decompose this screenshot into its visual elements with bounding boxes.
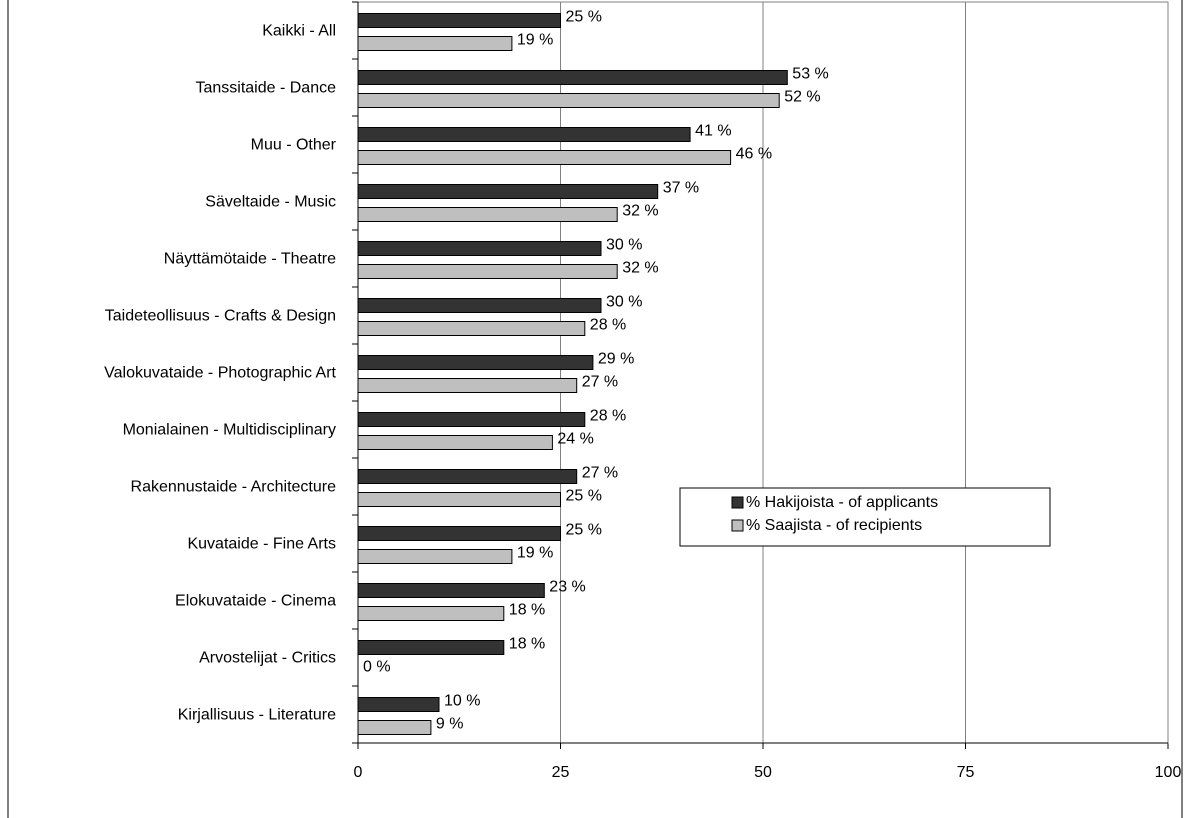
value-label: 25 % [566,9,602,26]
bar [357,36,513,51]
y-tick-label: Valokuvataide - Photographic Art [104,365,336,382]
bar [357,264,618,279]
bar [357,355,594,370]
bar [357,697,440,712]
value-label: 10 % [444,693,480,710]
value-label: 24 % [557,431,593,448]
bar [357,469,578,484]
legend-swatch [731,519,744,532]
bar [357,184,659,199]
legend-label: % Hakijoista - of applicants [746,494,938,511]
value-label: 25 % [566,522,602,539]
value-label: 19 % [517,32,553,49]
x-tick-label: 50 [754,764,772,781]
bar [357,583,545,598]
bar [357,321,586,336]
y-tick-label: Kuvataide - Fine Arts [187,536,336,553]
bar [357,378,578,393]
y-tick-label: Tanssitaide - Dance [195,80,336,97]
y-tick-label: Säveltaide - Music [205,194,336,211]
bar [357,127,691,142]
value-label: 52 % [784,89,820,106]
legend-label: % Saajista - of recipients [746,517,922,534]
bar [357,435,553,450]
bar [357,207,618,222]
y-tick-label: Kirjallisuus - Literature [178,707,336,724]
y-tick-label: Rakennustaide - Architecture [131,479,337,496]
x-tick-label: 75 [957,764,975,781]
y-tick-label: Elokuvataide - Cinema [175,593,336,610]
bar [357,241,602,256]
bar [357,720,432,735]
value-label: 30 % [606,237,642,254]
bar [357,549,513,564]
value-label: 37 % [663,180,699,197]
value-label: 28 % [590,317,626,334]
value-label: 46 % [736,146,772,163]
bar [357,70,788,85]
y-tick-label: Kaikki - All [262,23,336,40]
y-tick-label: Taideteollisuus - Crafts & Design [105,308,336,325]
value-label: 53 % [792,66,828,83]
value-label: 41 % [695,123,731,140]
value-label: 19 % [517,545,553,562]
bar [357,412,586,427]
value-label: 30 % [606,294,642,311]
value-label: 18 % [509,636,545,653]
value-label: 23 % [549,579,585,596]
x-tick-label: 100 [1155,764,1182,781]
value-label: 29 % [598,351,634,368]
x-tick-label: 0 [354,764,363,781]
y-tick-label: Monialainen - Multidisciplinary [123,422,336,439]
bar [357,298,602,313]
x-tick-label: 25 [552,764,570,781]
bar [357,13,561,28]
value-label: 9 % [436,716,464,733]
bar [357,93,780,108]
value-label: 27 % [582,465,618,482]
y-tick-label: Muu - Other [251,137,337,154]
bar [357,640,505,655]
value-label: 0 % [363,659,391,676]
legend-swatch [731,496,744,509]
value-label: 32 % [622,203,658,220]
value-label: 18 % [509,602,545,619]
value-label: 32 % [622,260,658,277]
bar [357,492,561,507]
y-tick-label: Näyttämötaide - Theatre [164,251,336,268]
value-label: 25 % [566,488,602,505]
value-label: 28 % [590,408,626,425]
bar [357,526,561,541]
bar [357,606,505,621]
y-tick-label: Arvostelijat - Critics [199,650,336,667]
value-label: 27 % [582,374,618,391]
bar [357,150,732,165]
